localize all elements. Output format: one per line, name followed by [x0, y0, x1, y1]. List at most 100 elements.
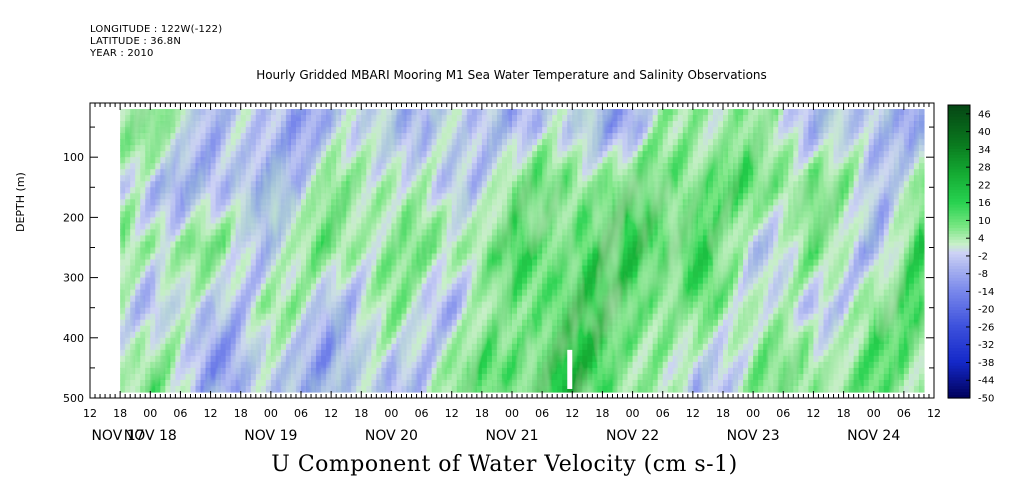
heatmap-cell — [476, 265, 483, 273]
heatmap-cell — [150, 145, 156, 152]
heatmap-cell — [416, 379, 423, 387]
heatmap-cell — [195, 241, 202, 249]
heatmap-cell — [331, 121, 337, 128]
heatmap-cell — [647, 385, 654, 393]
heatmap-cell — [376, 199, 382, 206]
heatmap-cell — [220, 223, 227, 231]
heatmap-cell — [532, 247, 538, 255]
heatmap-cell — [301, 163, 307, 170]
heatmap-cell — [190, 313, 197, 321]
heatmap-cell — [406, 175, 413, 182]
heatmap-cell — [471, 145, 478, 152]
heatmap-cell — [421, 361, 428, 369]
heatmap-cell — [225, 247, 232, 255]
heatmap-cell — [180, 181, 187, 188]
heatmap-cell — [426, 229, 433, 237]
heatmap-cell — [512, 271, 518, 279]
heatmap-cell — [491, 331, 498, 339]
heatmap-cell — [160, 385, 166, 393]
heatmap-cell — [557, 211, 563, 218]
heatmap-cell — [491, 229, 498, 237]
heatmap-cell — [381, 271, 387, 279]
heatmap-cell — [120, 193, 126, 200]
heatmap-cell — [311, 277, 317, 285]
heatmap-cell — [486, 295, 493, 303]
heatmap-cell — [150, 355, 156, 363]
heatmap-cell — [557, 229, 563, 237]
heatmap-cell — [496, 229, 503, 237]
heatmap-cell — [582, 343, 588, 351]
heatmap-cell — [356, 199, 362, 206]
heatmap-cell — [451, 163, 458, 170]
heatmap-cell — [416, 295, 423, 303]
heatmap-cell — [587, 253, 593, 261]
heatmap-cell — [416, 283, 423, 291]
heatmap-cell — [351, 223, 357, 231]
heatmap-cell — [351, 229, 357, 237]
heatmap-cell — [341, 151, 347, 158]
heatmap-cell — [602, 355, 609, 363]
heatmap-cell — [391, 301, 398, 309]
heatmap-cell — [160, 181, 166, 188]
heatmap-cell — [316, 163, 322, 170]
heatmap-cell — [446, 109, 453, 116]
heatmap-cell — [512, 355, 518, 363]
heatmap-cell — [190, 307, 197, 315]
heatmap-cell — [290, 277, 297, 285]
heatmap-cell — [295, 199, 302, 206]
heatmap-cell — [316, 301, 322, 309]
heatmap-cell — [195, 265, 202, 273]
heatmap-cell — [501, 355, 508, 363]
heatmap-cell — [275, 307, 282, 315]
heatmap-cell — [517, 301, 523, 309]
heatmap-cell — [331, 175, 337, 182]
heatmap-cell — [441, 205, 448, 212]
heatmap-cell — [426, 265, 433, 273]
heatmap-cell — [597, 109, 604, 116]
heatmap-cell — [120, 199, 126, 206]
heatmap-cell — [612, 211, 619, 218]
heatmap-cell — [446, 253, 453, 261]
heatmap-cell — [295, 355, 302, 363]
heatmap-cell — [215, 337, 222, 345]
heatmap-cell — [451, 325, 458, 333]
heatmap-cell — [376, 253, 382, 261]
heatmap-cell — [542, 223, 548, 231]
heatmap-cell — [326, 265, 332, 273]
heatmap-cell — [210, 127, 217, 134]
heatmap-cell — [481, 319, 488, 327]
heatmap-cell — [130, 295, 136, 303]
heatmap-cell — [326, 379, 332, 387]
heatmap-cell — [557, 121, 563, 128]
heatmap-cell — [602, 163, 609, 170]
heatmap-cell — [587, 151, 593, 158]
heatmap-cell — [130, 331, 136, 339]
heatmap-cell — [190, 229, 197, 237]
heatmap-cell — [371, 319, 377, 327]
heatmap-cell — [331, 229, 337, 237]
heatmap-cell — [210, 283, 217, 291]
heatmap-cell — [306, 199, 312, 206]
heatmap-cell — [406, 343, 413, 351]
heatmap-cell — [316, 235, 322, 243]
heatmap-cell — [597, 277, 604, 285]
heatmap-cell — [632, 259, 639, 267]
heatmap-cell — [331, 187, 337, 194]
heatmap-cell — [306, 133, 312, 140]
heatmap-cell — [275, 271, 282, 279]
heatmap-cell — [255, 223, 262, 231]
heatmap-cell — [331, 115, 337, 122]
heatmap-cell — [471, 313, 478, 321]
heatmap-cell — [295, 253, 302, 261]
heatmap-cell — [210, 151, 217, 158]
heatmap-cell — [275, 223, 282, 231]
heatmap-cell — [180, 223, 187, 231]
heatmap-cell — [491, 289, 498, 297]
heatmap-cell — [260, 337, 267, 345]
heatmap-cell — [135, 289, 141, 297]
heatmap-cell — [572, 295, 578, 303]
heatmap-cell — [270, 331, 277, 339]
heatmap-cell — [627, 331, 634, 339]
heatmap-cell — [275, 205, 282, 212]
heatmap-cell — [552, 283, 558, 291]
